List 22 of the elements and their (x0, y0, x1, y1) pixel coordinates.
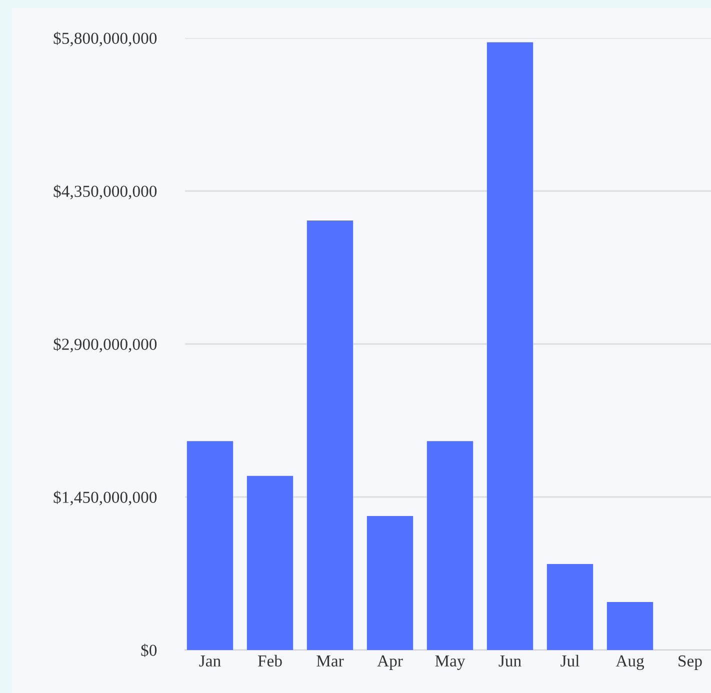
y-tick-label: $0 (141, 644, 157, 658)
bar (546, 564, 594, 650)
y-tick-label: $2,900,000,000 (54, 338, 157, 352)
x-tick-label: Sep (678, 655, 702, 670)
x-tick-label: Jun (498, 656, 522, 667)
x-tick-label: Feb (258, 654, 282, 667)
x-tick-label: Jul (560, 654, 580, 667)
x-tick-label: Apr (377, 655, 403, 670)
bar (486, 42, 534, 650)
x-tick-label: May (435, 655, 466, 670)
y-tick-label: $4,350,000,000 (54, 184, 157, 200)
x-tick-label: Aug (616, 655, 644, 670)
bar (426, 441, 474, 650)
bar (306, 220, 354, 650)
bar (366, 516, 414, 650)
x-tick-label: Mar (316, 656, 344, 667)
y-tick-label: $1,450,000,000 (54, 490, 157, 506)
y-tick-label: $5,800,000,000 (54, 32, 157, 46)
x-tick-label: Jan (199, 656, 221, 667)
bar (246, 476, 294, 650)
bar (606, 602, 654, 650)
bar (186, 441, 234, 650)
